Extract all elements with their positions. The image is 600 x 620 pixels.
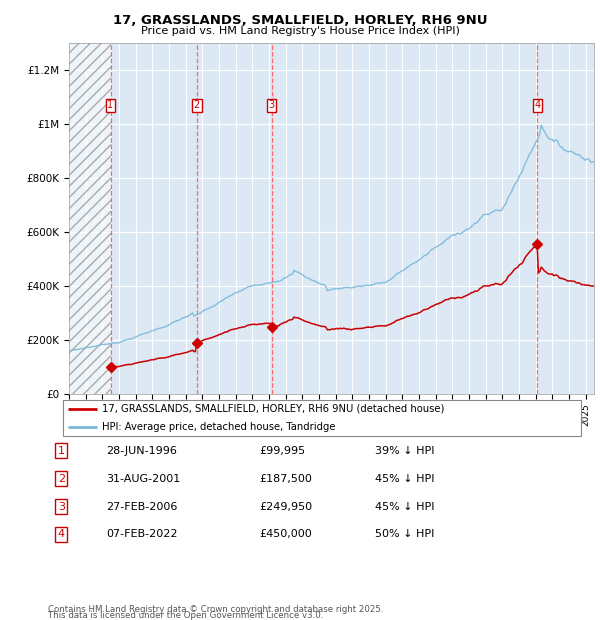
FancyBboxPatch shape [62, 400, 581, 435]
Text: This data is licensed under the Open Government Licence v3.0.: This data is licensed under the Open Gov… [48, 611, 323, 620]
Text: 3: 3 [269, 100, 275, 110]
Text: 1: 1 [58, 446, 65, 456]
Text: £249,950: £249,950 [259, 502, 313, 512]
Text: 17, GRASSLANDS, SMALLFIELD, HORLEY, RH6 9NU: 17, GRASSLANDS, SMALLFIELD, HORLEY, RH6 … [113, 14, 487, 27]
Text: 17, GRASSLANDS, SMALLFIELD, HORLEY, RH6 9NU (detached house): 17, GRASSLANDS, SMALLFIELD, HORLEY, RH6 … [102, 404, 445, 414]
Text: 1: 1 [107, 100, 113, 110]
Text: 07-FEB-2022: 07-FEB-2022 [106, 529, 178, 539]
Text: 2: 2 [194, 100, 200, 110]
Text: 45% ↓ HPI: 45% ↓ HPI [376, 502, 435, 512]
Text: Contains HM Land Registry data © Crown copyright and database right 2025.: Contains HM Land Registry data © Crown c… [48, 604, 383, 614]
Text: 2: 2 [58, 474, 65, 484]
Text: 4: 4 [58, 529, 65, 539]
Text: 31-AUG-2001: 31-AUG-2001 [106, 474, 181, 484]
Text: Price paid vs. HM Land Registry's House Price Index (HPI): Price paid vs. HM Land Registry's House … [140, 26, 460, 36]
Text: 28-JUN-1996: 28-JUN-1996 [106, 446, 177, 456]
Text: £187,500: £187,500 [259, 474, 312, 484]
Text: 3: 3 [58, 502, 65, 512]
Text: HPI: Average price, detached house, Tandridge: HPI: Average price, detached house, Tand… [102, 422, 335, 432]
Bar [69, 43, 110, 394]
Text: 39% ↓ HPI: 39% ↓ HPI [376, 446, 435, 456]
Text: £450,000: £450,000 [259, 529, 312, 539]
Text: 27-FEB-2006: 27-FEB-2006 [106, 502, 178, 512]
Text: 45% ↓ HPI: 45% ↓ HPI [376, 474, 435, 484]
Text: 50% ↓ HPI: 50% ↓ HPI [376, 529, 435, 539]
Text: 4: 4 [534, 100, 541, 110]
Bar [69, 43, 110, 394]
Text: £99,995: £99,995 [259, 446, 305, 456]
